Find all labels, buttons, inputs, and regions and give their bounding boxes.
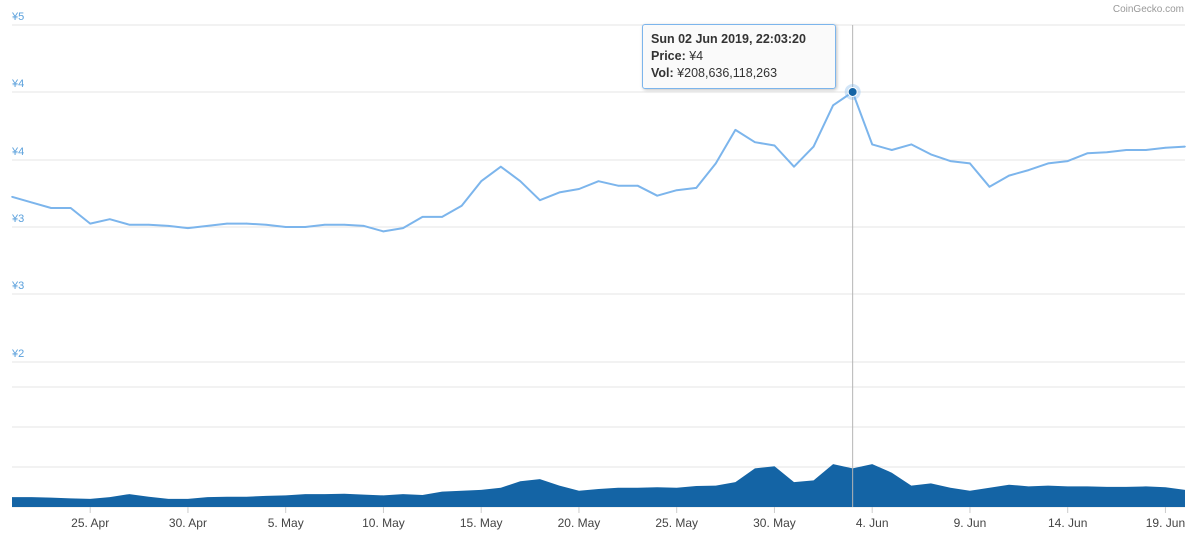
price-point bbox=[969, 162, 971, 165]
price-point bbox=[1145, 149, 1147, 151]
price-point bbox=[226, 222, 228, 225]
x-tick-label: 15. May bbox=[460, 516, 503, 530]
price-point bbox=[695, 187, 698, 189]
x-tick-label: 25. Apr bbox=[71, 516, 109, 530]
price-point bbox=[421, 216, 424, 218]
price-point bbox=[558, 191, 561, 194]
price-point bbox=[636, 184, 639, 187]
price-point bbox=[519, 180, 522, 182]
price-point bbox=[304, 226, 307, 228]
price-point bbox=[656, 194, 658, 197]
tooltip-date: Sun 02 Jun 2019, 22:03:20 bbox=[651, 32, 806, 46]
price-point bbox=[773, 144, 776, 147]
price-point bbox=[50, 207, 52, 209]
tooltip-price-value: ¥4 bbox=[689, 49, 704, 63]
price-point bbox=[89, 222, 91, 225]
price-point bbox=[734, 129, 737, 131]
x-tick-label: 14. Jun bbox=[1048, 516, 1087, 530]
price-point bbox=[324, 223, 326, 226]
volume-area bbox=[12, 464, 1185, 507]
price-point bbox=[1008, 174, 1010, 177]
x-axis-labels: 25. Apr 30. Apr 5. May 10. May 15. May 20. Ma… bbox=[71, 507, 1185, 530]
tooltip-volume-row: Vol: ¥208,636,118,263 bbox=[651, 65, 827, 82]
price-point bbox=[578, 188, 580, 190]
price-point bbox=[1047, 162, 1049, 165]
price-point bbox=[1184, 145, 1186, 148]
credit-link[interactable]: CoinGecko.com bbox=[1113, 4, 1184, 15]
price-point bbox=[148, 223, 150, 226]
price-point bbox=[167, 225, 170, 227]
price-point bbox=[988, 186, 991, 188]
y-tick-label: ¥3 bbox=[11, 280, 24, 292]
price-point bbox=[480, 180, 483, 182]
price-point bbox=[500, 165, 502, 168]
price-point bbox=[1086, 152, 1089, 155]
price-point bbox=[1027, 169, 1030, 171]
price-point bbox=[930, 153, 932, 156]
y-tick-label: ¥5 bbox=[11, 11, 24, 23]
price-point bbox=[343, 223, 346, 226]
price-point bbox=[460, 205, 463, 207]
price-point bbox=[187, 227, 189, 229]
price-point bbox=[11, 196, 13, 198]
price-point bbox=[1125, 149, 1128, 151]
y-tick-label: ¥3 bbox=[11, 213, 24, 225]
x-tick-label: 9. Jun bbox=[954, 516, 987, 530]
price-point bbox=[754, 141, 756, 143]
price-point bbox=[441, 216, 443, 218]
y-tick-label: ¥4 bbox=[11, 146, 24, 158]
price-point bbox=[382, 230, 385, 233]
price-point bbox=[910, 143, 913, 146]
price-point bbox=[128, 223, 131, 226]
price-point bbox=[617, 184, 619, 187]
x-tick-label: 5. May bbox=[268, 516, 304, 530]
price-point bbox=[1106, 151, 1108, 153]
price-point bbox=[832, 104, 834, 107]
price-point bbox=[597, 180, 600, 182]
price-point bbox=[675, 189, 678, 191]
tooltip-price-label: Price: bbox=[651, 49, 686, 63]
price-point bbox=[793, 165, 795, 168]
y-axis-labels: ¥5 ¥4 ¥4 ¥3 ¥3 ¥2 bbox=[11, 11, 24, 360]
price-point bbox=[284, 226, 287, 228]
y-tick-label: ¥4 bbox=[11, 78, 24, 90]
x-tick-label: 30. May bbox=[753, 516, 796, 530]
tooltip-volume-label: Vol: bbox=[651, 66, 674, 80]
price-point bbox=[1164, 146, 1167, 149]
price-point bbox=[715, 162, 717, 165]
x-tick-label: 30. Apr bbox=[169, 516, 207, 530]
tooltip-price-row: Price: ¥4 bbox=[651, 48, 827, 65]
price-point bbox=[402, 227, 404, 229]
price-point bbox=[871, 143, 873, 146]
price-point bbox=[206, 225, 209, 227]
price-series bbox=[11, 91, 1186, 233]
price-point bbox=[265, 223, 267, 226]
price-point bbox=[1066, 160, 1069, 162]
tooltip-volume-value: ¥208,636,118,263 bbox=[677, 66, 778, 80]
price-point bbox=[245, 222, 248, 225]
y-tick-label: ¥2 bbox=[11, 348, 24, 360]
price-point bbox=[30, 201, 33, 204]
x-tick-label: 10. May bbox=[362, 516, 405, 530]
price-point bbox=[109, 218, 111, 220]
price-point bbox=[539, 199, 541, 201]
x-tick-label: 19. Jun bbox=[1146, 516, 1185, 530]
price-line bbox=[11, 91, 1186, 233]
price-point bbox=[363, 225, 365, 227]
volume-series bbox=[12, 464, 1185, 507]
gridlines bbox=[12, 24, 1185, 508]
price-point bbox=[812, 145, 815, 148]
hover-crosshair bbox=[844, 25, 861, 507]
x-tick-label: 25. May bbox=[655, 516, 698, 530]
price-point bbox=[891, 149, 893, 151]
price-point bbox=[69, 207, 72, 209]
price-point bbox=[949, 160, 952, 162]
x-tick-label: 20. May bbox=[558, 516, 601, 530]
x-tick-label: 4. Jun bbox=[856, 516, 889, 530]
hover-tooltip: Sun 02 Jun 2019, 22:03:20 Price: ¥4 Vol:… bbox=[642, 24, 836, 89]
hover-marker bbox=[847, 86, 858, 97]
